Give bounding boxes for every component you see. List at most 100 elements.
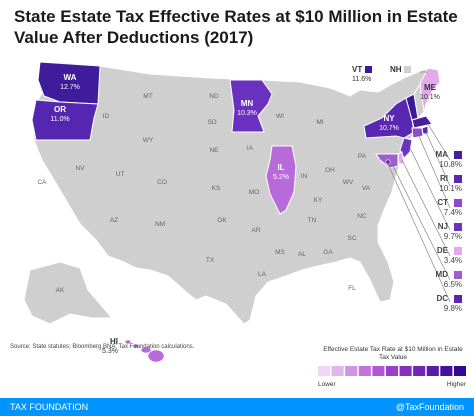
gray-label-nm: NM [155, 221, 165, 228]
gray-label-ga: GA [323, 249, 333, 256]
swatch-vt [365, 66, 372, 73]
alaska-shape [23, 261, 114, 325]
footer-bar: TAX FOUNDATION @TaxFoundation [0, 398, 474, 416]
rate-ny: 10.7% [379, 125, 399, 132]
gray-label-nv: NV [75, 165, 85, 172]
side-swatch-dc [454, 295, 462, 303]
legend-swatch-4 [372, 366, 385, 376]
label-hi: HI [110, 337, 118, 346]
legend-low: Lower [318, 381, 337, 388]
state-me[interactable] [419, 67, 441, 113]
side-swatch-de [454, 247, 462, 255]
state-or[interactable] [31, 99, 99, 141]
side-rate-ri: 10.1% [439, 184, 462, 193]
side-swatch-ri [454, 175, 462, 183]
side-label-de: DE [436, 246, 448, 255]
legend-high: Higher [447, 381, 467, 388]
side-label-nj: NJ [437, 222, 448, 231]
label-me: ME [424, 83, 437, 92]
legend-swatch-2 [345, 366, 358, 376]
footer-handle[interactable]: @TaxFoundation [395, 402, 464, 412]
state-ma[interactable] [411, 115, 433, 129]
legend-swatch-0 [318, 366, 331, 376]
label-ny: NY [383, 114, 395, 123]
gray-label-tn: TN [308, 217, 317, 224]
gray-label-va: VA [362, 185, 371, 192]
gray-label-pa: PA [358, 153, 367, 160]
side-rate-ma: 10.8% [439, 160, 462, 169]
label-il: IL [277, 163, 284, 172]
side-swatch-nj [454, 223, 462, 231]
gray-label-oh: OH [325, 167, 335, 174]
side-rate-md: 6.5% [443, 280, 462, 289]
side-rate-de: 3.4% [443, 256, 462, 265]
footer-brand: TAX FOUNDATION [10, 402, 89, 412]
gray-label-ne: NE [209, 147, 219, 154]
gray-label-fl: FL [348, 285, 356, 292]
gray-label-tx: TX [206, 257, 215, 264]
gray-label-ia: IA [247, 145, 254, 152]
us-outline [31, 61, 441, 325]
side-label-ma: MA [435, 150, 448, 159]
state-hi[interactable] [124, 339, 165, 363]
rate-hi: 5.3% [102, 348, 118, 355]
rate-vt: 11.6% [352, 76, 371, 83]
gray-label-nc: NC [357, 213, 367, 220]
state-ct[interactable] [411, 127, 424, 139]
label-mn: MN [241, 99, 254, 108]
side-swatch-ma [454, 151, 462, 159]
gray-label-ky: KY [314, 197, 323, 204]
side-label-dc: DC [436, 294, 448, 303]
legend-swatch-7 [413, 366, 426, 376]
label-wa: WA [64, 73, 77, 82]
gray-label-ca: CA [37, 179, 47, 186]
side-swatch-md [454, 271, 462, 279]
side-label-ri: RI [440, 174, 448, 183]
gray-label-in: IN [301, 173, 308, 180]
gray-label-wv: WV [343, 179, 354, 186]
rate-or: 11.0% [50, 116, 69, 123]
gray-label-la: LA [258, 271, 267, 278]
gray-label-mt: MT [143, 93, 152, 100]
side-label-ct: CT [437, 198, 448, 207]
gray-label-mi: MI [316, 119, 323, 126]
label-vt: VT [352, 65, 362, 74]
gray-label-wi: WI [276, 113, 284, 120]
source-note: Source: State statutes; Bloomberg BNA; T… [10, 344, 195, 350]
rate-mn: 10.3% [237, 110, 257, 117]
gray-label-sc: SC [347, 235, 356, 242]
state-mn[interactable] [229, 79, 273, 133]
gray-label-ks: KS [212, 185, 221, 192]
side-rate-nj: 9.7% [443, 232, 462, 241]
swatch-nh [404, 66, 411, 73]
state-il[interactable] [265, 145, 297, 215]
legend-swatch-5 [385, 366, 399, 376]
rate-me: 10.1% [420, 94, 440, 101]
gray-label-ok: OK [217, 217, 227, 224]
rate-wa: 12.7% [60, 84, 80, 91]
gray-label-al: AL [298, 251, 306, 258]
legend-bar [318, 366, 466, 376]
legend-title: Effective Estate Tax Rate at $10 Million… [323, 346, 463, 361]
legend-swatch-8 [426, 366, 439, 376]
side-rate-ct: 7.4% [443, 208, 462, 217]
gray-label-wy: WY [143, 137, 154, 144]
state-dc[interactable] [385, 159, 391, 165]
side-label-md: MD [435, 270, 448, 279]
gray-label-co: CO [157, 179, 167, 186]
state-nj[interactable] [399, 137, 413, 159]
gray-label-mo: MO [249, 189, 259, 196]
highlight-labels: WA 12.7% OR 11.0% MN 10.3% IL 5.2% NY 10… [50, 73, 399, 355]
legend-swatch-3 [358, 366, 371, 376]
side-rate-dc: 9.8% [443, 304, 462, 313]
legend-swatch-9 [440, 366, 453, 376]
state-wa[interactable] [37, 61, 101, 105]
legend-swatch-1 [331, 366, 344, 376]
gray-label-ms: MS [275, 249, 285, 256]
gray-label-ar: AR [251, 227, 260, 234]
label-nh: NH [390, 65, 402, 74]
leader-lines [387, 71, 451, 303]
legend-swatch-6 [399, 366, 412, 376]
map-title: State Estate Tax Effective Rates at $10 … [14, 7, 458, 47]
